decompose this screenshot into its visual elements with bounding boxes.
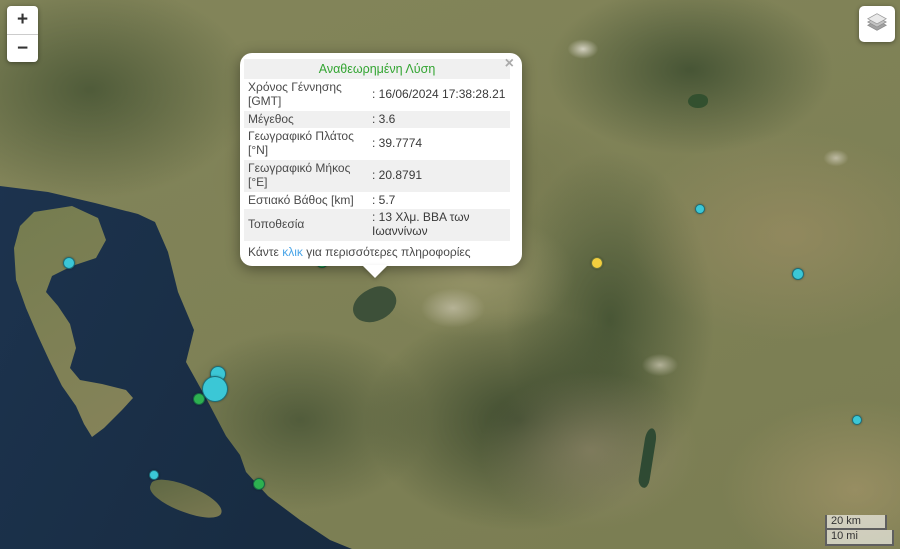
popup-row-value: : 16/06/2024 17:38:28.21: [372, 86, 506, 101]
popup-row-value: : 39.7774: [372, 136, 423, 151]
earthquake-marker[interactable]: [193, 393, 205, 405]
earthquake-marker[interactable]: [253, 478, 265, 490]
popup-close-button[interactable]: ×: [504, 55, 514, 72]
popup-row-label: Μέγεθος: [248, 111, 294, 126]
zoom-in-button[interactable]: +: [7, 6, 38, 34]
popup-row-value: : 13 Χλμ. ΒΒΑ των Ιωαννίνων: [372, 210, 470, 239]
popup-row-label: Τοποθεσία: [248, 217, 305, 232]
small-lake: [688, 94, 708, 108]
popup-row-label: Γεωγραφικό Μήκος [°E]: [248, 160, 351, 189]
popup-title: Αναθεωρημένη Λύση: [244, 59, 510, 79]
earthquake-marker[interactable]: [591, 257, 603, 269]
popup-footer-text: για περισσότερες πληροφορίες: [302, 244, 471, 259]
popup-row-label: Χρόνος Γέννησης [GMT]: [248, 80, 342, 108]
scale-km: 20 km: [825, 514, 887, 531]
earthquake-marker[interactable]: [852, 415, 862, 425]
earthquake-marker[interactable]: [63, 257, 75, 269]
popup-row: Μέγεθος : 3.6: [244, 110, 510, 129]
earthquake-marker[interactable]: [202, 376, 228, 402]
popup-row-value: : 3.6: [372, 111, 396, 126]
scale-mi: 10 mi: [825, 530, 894, 546]
popup-tail: [362, 264, 388, 278]
zoom-out-button[interactable]: −: [7, 34, 38, 62]
popup-row-label: Εστιακό Βάθος [km]: [248, 192, 354, 207]
popup-footer-text: Κάντε: [248, 244, 283, 259]
popup-row-label: Γεωγραφικό Πλάτος [°N]: [248, 129, 354, 158]
popup-table: Χρόνος Γέννησης [GMT] : 16/06/2024 17:38:…: [244, 79, 510, 241]
layers-icon: [865, 10, 889, 39]
popup-row: Γεωγραφικό Μήκος [°E] : 20.8791: [244, 159, 510, 192]
popup-row-value: : 20.8791: [372, 167, 423, 182]
earthquake-marker[interactable]: [792, 268, 804, 280]
popup-row: Εστιακό Βάθος [km] : 5.7: [244, 192, 510, 210]
popup-footer: Κάντε κλικ για περισσότερες πληροφορίες: [244, 245, 510, 259]
popup-row-value: : 5.7: [372, 192, 396, 207]
scale-control: 20 km 10 mi: [825, 514, 894, 546]
earthquake-marker[interactable]: [149, 470, 159, 480]
popup-row: Τοποθεσία : 13 Χλμ. ΒΒΑ των Ιωαννίνων: [244, 209, 510, 241]
popup-row: Χρόνος Γέννησης [GMT] : 16/06/2024 17:38:…: [244, 79, 510, 111]
layers-button[interactable]: [859, 6, 895, 42]
zoom-control: + −: [7, 6, 38, 62]
popup-row: Γεωγραφικό Πλάτος [°N] : 39.7774: [244, 128, 510, 160]
earthquake-marker[interactable]: [695, 204, 705, 214]
popup-click-link[interactable]: κλικ: [282, 244, 303, 259]
earthquake-popup: × Αναθεωρημένη Λύση Χρόνος Γέννησης [GMT…: [240, 53, 522, 278]
